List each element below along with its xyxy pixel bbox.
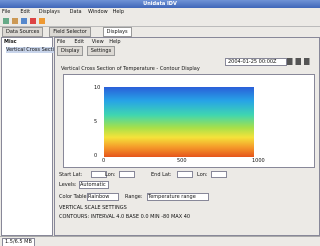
color-label: Color Table: bbox=[59, 194, 89, 200]
transect-label: Lon: bbox=[105, 172, 116, 178]
plot-area: 10 5 0 0 500 1000 bbox=[63, 74, 315, 168]
memory-status: 1.5/6.5 MB bbox=[2, 238, 35, 246]
tool-icon[interactable] bbox=[3, 18, 9, 24]
menu-item[interactable]: File bbox=[2, 9, 11, 15]
transect-field[interactable] bbox=[177, 171, 193, 178]
title-bar: Unidata IDV bbox=[0, 0, 320, 8]
info-line: VERTICAL SCALE SETTINGS bbox=[59, 205, 127, 211]
color-value: Rainbow bbox=[88, 194, 110, 200]
time-value: 2004-01-25 00:00Z bbox=[228, 59, 277, 65]
window-title: Unidata IDV bbox=[143, 1, 177, 7]
x-label: 1000 bbox=[252, 158, 265, 164]
plot-title: Vertical Cross Section of Temperature - … bbox=[61, 66, 200, 72]
levels-dropdown[interactable]: Automatic bbox=[79, 181, 109, 189]
status-bar: 1.5/6.5 MB bbox=[0, 236, 320, 246]
view-tab[interactable]: Settings bbox=[86, 46, 116, 56]
x-label: 500 bbox=[177, 158, 187, 164]
transect-field[interactable] bbox=[119, 171, 135, 178]
cross-section-image bbox=[104, 87, 254, 157]
animation-controls[interactable] bbox=[287, 58, 315, 65]
time-selector[interactable]: 2004-01-25 00:00Z bbox=[225, 58, 287, 66]
tool-icon[interactable] bbox=[21, 18, 27, 24]
view-menu-item[interactable]: File bbox=[57, 39, 66, 45]
transect-field[interactable] bbox=[211, 171, 227, 178]
y-label: 0 bbox=[94, 153, 98, 159]
menu-item[interactable]: Displays bbox=[38, 9, 60, 15]
menu-item[interactable]: Window bbox=[88, 9, 108, 15]
x-label: 0 bbox=[102, 158, 106, 164]
info-line: CONTOURS: INTERVAL 4.0 BASE 0.0 MIN -80 … bbox=[59, 214, 191, 220]
left-header: Misc bbox=[4, 39, 17, 45]
range-value: Temperature range bbox=[148, 194, 196, 200]
toolbar bbox=[0, 16, 320, 27]
left-item[interactable]: Vertical Cross Section bbox=[6, 47, 61, 53]
view-tab[interactable]: Display bbox=[57, 46, 84, 56]
menu-item[interactable]: Help bbox=[112, 9, 124, 15]
transect-label: Start Lat: bbox=[59, 172, 83, 178]
main-tab[interactable]: Data Sources bbox=[2, 27, 44, 37]
color-dropdown[interactable]: Rainbow bbox=[87, 193, 119, 201]
view-menu-item[interactable]: View bbox=[91, 39, 104, 45]
tool-icon[interactable] bbox=[39, 18, 45, 24]
main-tab[interactable]: Displays bbox=[102, 27, 132, 37]
view-panel: File Edit View Help Display Settings 2004-01… bbox=[54, 37, 320, 236]
main-tab[interactable]: Field Selector bbox=[49, 27, 91, 37]
view-menu-item[interactable]: Help bbox=[109, 39, 121, 45]
left-panel: Misc Vertical Cross Section bbox=[1, 37, 61, 236]
menu-item[interactable]: Edit bbox=[20, 9, 31, 15]
transect-label: End Lat: bbox=[151, 172, 172, 178]
tool-icon[interactable] bbox=[12, 18, 18, 24]
transect-field[interactable] bbox=[91, 171, 107, 178]
levels-label: Levels: bbox=[59, 182, 77, 188]
transect-label: Lon: bbox=[197, 172, 208, 178]
levels-value: Automatic bbox=[80, 182, 106, 188]
range-label: Range: bbox=[125, 194, 143, 200]
y-label: 5 bbox=[94, 119, 98, 125]
menu-item[interactable]: Data bbox=[69, 9, 82, 15]
tool-icon[interactable] bbox=[30, 18, 36, 24]
y-label: 10 bbox=[94, 85, 101, 91]
range-field[interactable]: Temperature range bbox=[147, 193, 209, 201]
view-menu-item[interactable]: Edit bbox=[74, 39, 85, 45]
